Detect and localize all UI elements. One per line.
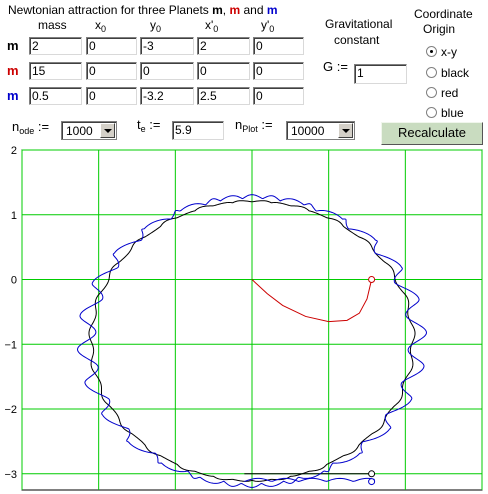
- row-label-m1: m: [7, 38, 19, 53]
- n-ode-select[interactable]: 1000: [61, 121, 117, 140]
- plot-frame: [21, 149, 483, 491]
- origin-option-blue-label: blue: [441, 106, 464, 120]
- origin-label-2: Origin: [423, 22, 456, 36]
- n-plot-value: 10000: [291, 124, 325, 138]
- header-x0: x0: [95, 18, 106, 34]
- n-ode-assign: :=: [37, 119, 50, 134]
- series-trail: [244, 477, 375, 483]
- m3-x0-input[interactable]: 0: [86, 87, 137, 105]
- header-xp0-label: x': [205, 18, 214, 32]
- y-tick-label: −1: [4, 339, 17, 351]
- m1-mass-input[interactable]: 2: [29, 37, 82, 55]
- y-tick-labels: 2 1 0 −1 −2 −3: [4, 145, 17, 481]
- header-yp0: y'0: [261, 18, 274, 34]
- grav-label-1: Gravitational: [325, 17, 393, 31]
- plot-grid: [21, 149, 483, 491]
- t-e-label: te :=: [137, 117, 160, 134]
- title-and: and: [243, 3, 264, 17]
- n-ode-value: 1000: [66, 124, 93, 138]
- title-m2: m: [229, 3, 241, 17]
- m3-yp0-input[interactable]: 0: [253, 87, 304, 105]
- end-marker: [368, 478, 376, 486]
- m2-y0-input[interactable]: 0: [140, 62, 194, 80]
- header-x0-sub: 0: [101, 24, 107, 34]
- n-plot-label: nPlot :=: [235, 117, 273, 134]
- series-red-path: [251, 279, 373, 323]
- series-black-orbit: [88, 200, 416, 482]
- header-yp0-label: y': [261, 18, 270, 32]
- title-m3: m: [266, 3, 278, 17]
- chevron-down-icon[interactable]: [338, 123, 353, 138]
- origin-radio-xy[interactable]: [426, 46, 437, 57]
- y-tick-label: 2: [11, 145, 17, 157]
- t-e-assign: :=: [149, 117, 161, 132]
- chevron-down-icon[interactable]: [100, 123, 115, 138]
- end-marker: [368, 470, 376, 478]
- m3-xp0-input[interactable]: 2.5: [197, 87, 250, 105]
- m2-x0-input[interactable]: 0: [86, 62, 137, 80]
- n-plot-select[interactable]: 10000: [286, 121, 355, 140]
- plot-series: [77, 194, 427, 488]
- recalculate-button[interactable]: Recalculate: [381, 122, 483, 145]
- origin-option-red-label: red: [441, 86, 459, 100]
- origin-option-xy-label: x-y: [441, 45, 457, 59]
- series-blue-orbit: [77, 194, 427, 488]
- origin-radio-blue[interactable]: [426, 107, 437, 118]
- app-title: Newtonian attraction for three Planets m…: [8, 3, 278, 17]
- m2-yp0-input[interactable]: 0: [253, 62, 304, 80]
- m3-y0-input[interactable]: -3.2: [140, 87, 194, 105]
- row-label-m2: m: [7, 63, 19, 78]
- header-y0: y0: [150, 18, 161, 34]
- origin-option-black-label: black: [441, 66, 470, 80]
- m1-x0-input[interactable]: 0: [86, 37, 137, 55]
- g-label: G :=: [323, 59, 348, 74]
- title-m1: m: [212, 3, 223, 17]
- m2-xp0-input[interactable]: 0: [197, 62, 250, 80]
- header-y0-label: y: [150, 18, 156, 32]
- header-mass: mass: [38, 18, 67, 32]
- y-tick-label: −3: [4, 469, 17, 481]
- g-input[interactable]: 1: [354, 64, 407, 84]
- header-xp0: x'0: [205, 18, 218, 34]
- header-x0-label: x: [95, 18, 101, 32]
- origin-label-1: Coordinate: [414, 7, 473, 21]
- t-e-sub: e: [140, 124, 146, 134]
- end-markers: [368, 276, 376, 486]
- row-label-m3: m: [7, 88, 19, 103]
- y-tick-label: 0: [11, 275, 17, 287]
- n-ode-symbol: n: [12, 119, 20, 134]
- n-plot-sub: Plot: [242, 124, 258, 134]
- header-xp0-sub: 0: [213, 24, 219, 34]
- m1-xp0-input[interactable]: 2: [197, 37, 250, 55]
- y-tick-label: 1: [11, 210, 17, 222]
- m2-mass-input[interactable]: 15: [29, 62, 82, 80]
- grav-label-2: constant: [334, 33, 380, 47]
- n-ode-sub: ode: [19, 126, 35, 136]
- m1-y0-input[interactable]: -3: [140, 37, 194, 55]
- origin-radio-red[interactable]: [426, 87, 437, 98]
- origin-radio-black[interactable]: [426, 67, 437, 78]
- t-e-input[interactable]: 5.9: [172, 121, 224, 140]
- n-ode-label: node :=: [12, 119, 49, 136]
- n-plot-assign: :=: [261, 117, 273, 132]
- title-text: Newtonian attraction for three Planets: [8, 3, 209, 17]
- m1-yp0-input[interactable]: 0: [253, 37, 304, 55]
- header-yp0-sub: 0: [269, 24, 275, 34]
- t-e-symbol: t: [137, 117, 141, 132]
- title-sep: ,: [222, 3, 227, 17]
- end-marker: [368, 276, 376, 284]
- header-y0-sub: 0: [156, 24, 162, 34]
- n-plot-symbol: n: [235, 117, 243, 132]
- m3-mass-input[interactable]: 0.5: [29, 87, 82, 105]
- y-tick-label: −2: [4, 404, 17, 416]
